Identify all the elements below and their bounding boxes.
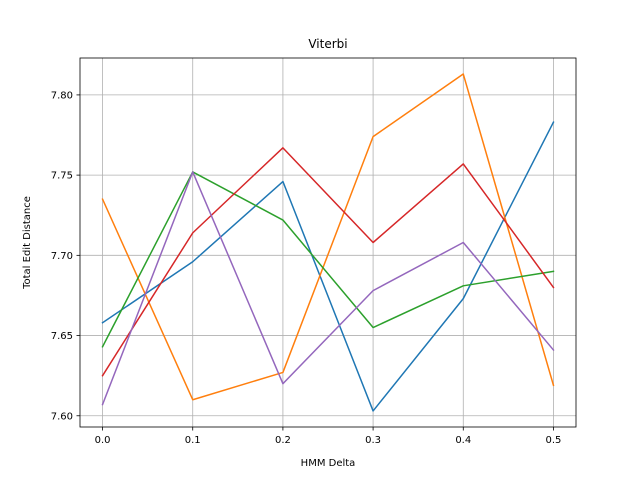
x-tick-label: 0.5	[546, 435, 562, 446]
x-tick-label: 0.3	[365, 435, 381, 446]
x-tick-label: 0.4	[455, 435, 471, 446]
x-tick-label: 0.1	[185, 435, 201, 446]
y-tick-label: 7.70	[51, 251, 73, 262]
data-series	[101, 73, 555, 412]
x-axis-label: HMM Delta	[301, 458, 356, 469]
chart-title: Viterbi	[308, 37, 347, 51]
series-line-2	[101, 73, 555, 401]
y-tick-label: 7.60	[51, 411, 73, 422]
y-axis-label: Total Edit Distance	[22, 196, 33, 290]
x-tick-label: 0.0	[95, 435, 111, 446]
axis-ticks: 0.0 0.1 0.2 0.3 0.4 0.5 7.60 7.65 7.70 7.75 7.80	[51, 90, 562, 446]
y-tick-label: 7.80	[51, 90, 73, 101]
series-line-1	[101, 121, 555, 412]
y-tick-label: 7.75	[51, 171, 73, 182]
series-line-5	[101, 171, 555, 406]
x-tick-label: 0.2	[275, 435, 291, 446]
series-line-4	[101, 147, 555, 377]
y-tick-label: 7.65	[51, 331, 73, 342]
plot-area-frame	[79, 57, 577, 428]
series-line-3	[101, 171, 555, 348]
